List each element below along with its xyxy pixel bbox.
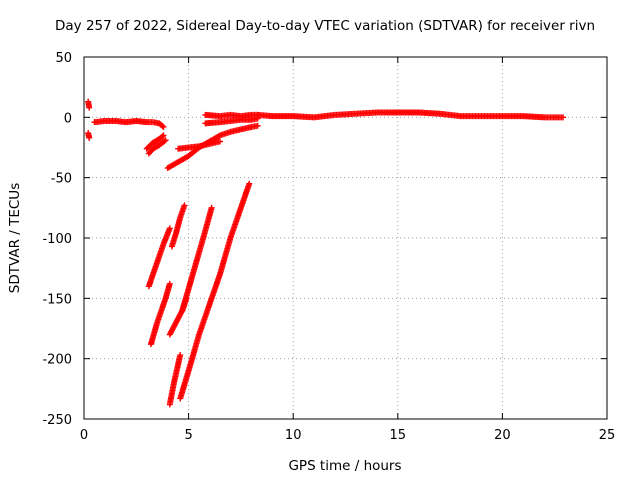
grid-lines (84, 57, 607, 419)
y-tick-label: 50 (55, 51, 72, 66)
data-point (254, 122, 261, 129)
data-point (246, 180, 253, 187)
data-point (161, 138, 168, 145)
data-point (208, 204, 215, 211)
data-point (159, 123, 166, 130)
y-axis-label: SDTVAR / TECUs (7, 183, 23, 293)
chart-title: Day 257 of 2022, Sidereal Day-to-day VTE… (55, 18, 596, 34)
x-tick-label: 10 (285, 428, 302, 443)
data-point (216, 138, 223, 145)
data-point (162, 137, 169, 144)
axis-ticks: 0 5 10 15 20 25 -250 -200 -150 -100 -50 0 50 (42, 51, 615, 443)
x-tick-label: 25 (599, 428, 616, 443)
y-tick-label: 0 (64, 111, 72, 126)
x-axis-label: GPS time / hours (288, 458, 401, 474)
data-point (86, 104, 93, 111)
y-tick-label: -100 (42, 232, 72, 247)
data-point (181, 202, 188, 209)
data-point (159, 133, 166, 140)
data-point (166, 225, 173, 232)
data-point (166, 280, 173, 287)
x-tick-label: 0 (80, 428, 88, 443)
y-tick-label: -50 (51, 172, 72, 187)
data-point (160, 123, 167, 130)
y-tick-label: -250 (42, 413, 72, 428)
data-point (160, 132, 167, 139)
data-point (177, 352, 184, 359)
data-point (560, 114, 567, 121)
x-tick-label: 20 (494, 428, 511, 443)
data-series (85, 98, 567, 408)
x-tick-label: 5 (184, 428, 192, 443)
x-tick-label: 15 (390, 428, 407, 443)
data-point (86, 134, 93, 141)
y-tick-label: -200 (42, 353, 72, 368)
y-tick-label: -150 (42, 292, 72, 307)
